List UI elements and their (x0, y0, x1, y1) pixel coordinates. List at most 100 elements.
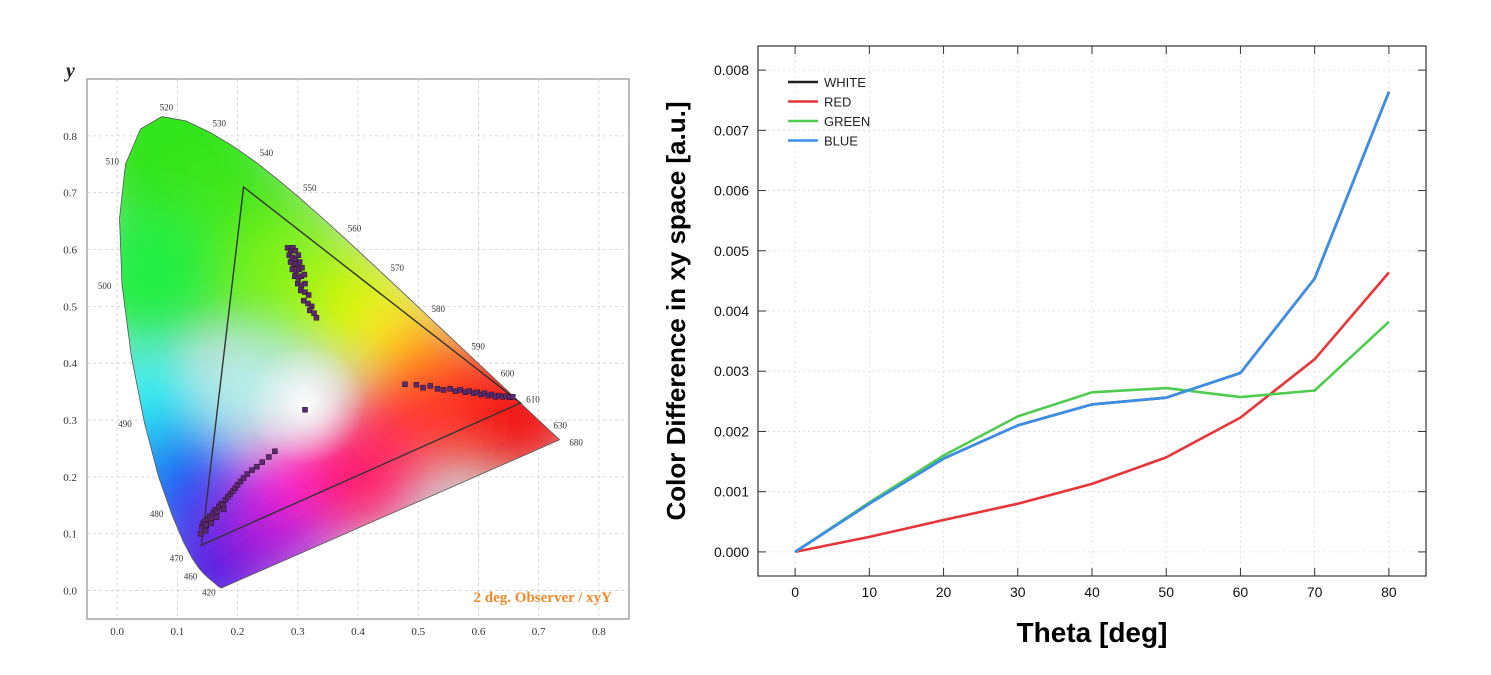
spectral-locus (119, 116, 561, 589)
x-tick-label: 20 (936, 584, 952, 600)
data-point (402, 381, 408, 387)
wavelength-label: 630 (553, 421, 567, 431)
x-axis-label: Theta [deg] (1017, 617, 1168, 648)
data-point (434, 386, 441, 392)
observer-annotation: 2 deg. Observer / xyY (474, 590, 613, 606)
data-point (202, 528, 209, 534)
tick-marks (758, 46, 1426, 576)
data-point (284, 245, 291, 251)
x-tick-label: 10 (862, 584, 878, 600)
y-tick-label: 0.3 (63, 415, 77, 427)
x-tick-label: 60 (1233, 584, 1249, 600)
data-point (307, 307, 313, 314)
wavelength-label: 460 (184, 572, 198, 582)
data-point (311, 310, 317, 316)
y-tick-labels: 0.000 0.001 0.002 0.003 0.004 0.005 0.006 0.007… (714, 62, 749, 560)
x-tick-labels: 0 10 20 30 40 50 60 70 80 (791, 584, 1397, 600)
data-point (208, 515, 215, 521)
data-point (301, 271, 308, 278)
x-tick-label: 0 (791, 584, 799, 600)
data-point (287, 259, 294, 265)
y-tick-label: 0.003 (714, 363, 749, 379)
wavelength-label: 530 (212, 118, 226, 128)
wavelength-label: 680 (569, 438, 583, 448)
data-point (440, 387, 447, 393)
data-point (447, 386, 453, 392)
data-point (296, 259, 303, 265)
y-tick-label: 0.000 (714, 544, 749, 560)
wavelength-label: 510 (106, 156, 120, 166)
y-tick-label: 0.5 (63, 301, 77, 313)
x-tick-label: 0.5 (411, 626, 425, 638)
data-point (198, 530, 204, 537)
legend-label-white: WHITE (824, 75, 866, 90)
data-point (299, 264, 305, 271)
x-tick-label: 80 (1381, 584, 1397, 600)
wavelength-label: 600 (501, 369, 515, 379)
x-tick-label: 0.0 (110, 626, 124, 638)
wavelength-label: 610 (526, 395, 540, 405)
data-point (427, 383, 434, 389)
wavelength-label: 540 (260, 148, 274, 158)
y-axis-label: y (64, 60, 75, 82)
legend-label-red: RED (824, 95, 851, 110)
data-point (510, 393, 516, 400)
data-point (203, 522, 209, 528)
data-point (220, 506, 227, 513)
y-tick-label: 0.008 (714, 62, 749, 78)
data-point (266, 454, 272, 460)
wavelength-label: 470 (170, 554, 184, 564)
data-point (249, 467, 255, 473)
y-tick-label: 0.0 (63, 586, 77, 598)
data-point (214, 508, 220, 515)
y-tick-label: 0.2 (63, 472, 77, 484)
color-blob (119, 207, 218, 348)
gamut-triangle (200, 185, 522, 547)
y-tick-label: 0.8 (63, 131, 77, 143)
x-tick-label: 0.3 (291, 626, 305, 638)
data-point (240, 475, 247, 481)
y-tick-label: 0.001 (714, 484, 749, 500)
x-tick-label: 0.1 (170, 626, 184, 638)
x-tick-label: 40 (1084, 584, 1100, 600)
x-tick-labels: 0.0 0.1 0.2 0.3 0.4 0.5 0.6 0.7 0.8 (110, 626, 606, 638)
y-tick-label: 0.002 (714, 423, 749, 439)
x-tick-label: 0.8 (592, 626, 606, 638)
wavelength-label: 500 (98, 281, 112, 291)
data-point (457, 387, 464, 393)
data-point (305, 300, 311, 307)
data-point (452, 388, 459, 394)
x-tick-label: 0.7 (532, 626, 546, 638)
y-axis-label: Color Difference in xy space [a.u.] (661, 101, 691, 520)
data-point (420, 384, 426, 391)
x-tick-label: 0.2 (231, 626, 245, 638)
data-point (302, 280, 308, 287)
y-tick-label: 0.7 (63, 188, 77, 200)
data-point (234, 482, 241, 488)
data-point (413, 382, 420, 388)
data-point (302, 289, 308, 295)
x-tick-label: 0.4 (351, 626, 365, 638)
y-tick-label: 0.1 (63, 529, 77, 541)
y-tick-label: 0.006 (714, 183, 749, 199)
data-point (305, 292, 312, 298)
data-point (237, 478, 244, 485)
wavelength-label: 480 (150, 509, 164, 519)
y-tick-labels: 0.0 0.1 0.2 0.3 0.4 0.5 0.6 0.7 0.8 (63, 131, 77, 598)
data-point (254, 463, 260, 470)
series-line-red (794, 271, 1390, 554)
y-tick-label: 0.005 (714, 243, 749, 259)
x-tick-label: 0.6 (472, 626, 486, 638)
y-tick-label: 0.4 (63, 358, 77, 370)
wavelength-label: 550 (303, 183, 317, 193)
wavelength-label: 520 (160, 103, 174, 113)
legend-label-green: GREEN (824, 114, 870, 129)
y-tick-label: 0.6 (63, 245, 77, 257)
data-point (295, 252, 302, 258)
legend: WHITE RED GREEN BLUE (788, 75, 870, 149)
wavelength-label: 570 (390, 263, 404, 273)
data-point (272, 448, 278, 455)
wavelength-label: 580 (431, 304, 445, 314)
y-tick-label: 0.007 (714, 122, 749, 138)
